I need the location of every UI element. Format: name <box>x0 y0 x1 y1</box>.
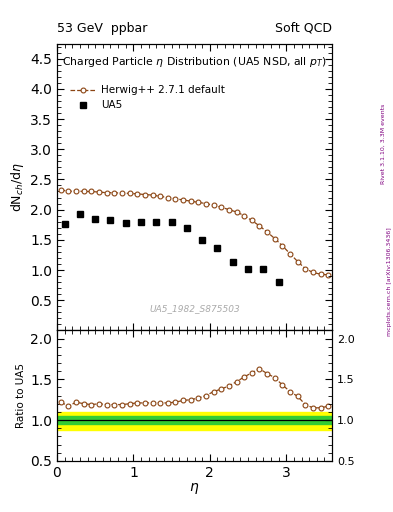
Text: Soft QCD: Soft QCD <box>275 22 332 35</box>
UA5 <box>108 218 113 224</box>
UA5 <box>246 266 250 272</box>
UA5 <box>77 211 82 218</box>
Herwig++ 2.7.1 default <box>143 191 147 198</box>
Herwig++ 2.7.1 default <box>158 193 163 199</box>
Herwig++ 2.7.1 default <box>310 269 315 275</box>
Herwig++ 2.7.1 default <box>66 188 71 195</box>
Line: Herwig++ 2.7.1 default: Herwig++ 2.7.1 default <box>59 187 331 278</box>
Herwig++ 2.7.1 default <box>188 198 193 204</box>
Y-axis label: dN$_{ch}$/d$\eta$: dN$_{ch}$/d$\eta$ <box>9 162 26 212</box>
UA5 <box>230 259 235 265</box>
Herwig++ 2.7.1 default <box>181 197 185 203</box>
Legend: Herwig++ 2.7.1 default, UA5: Herwig++ 2.7.1 default, UA5 <box>68 83 227 113</box>
UA5 <box>123 220 128 226</box>
Text: UA5_1982_S875503: UA5_1982_S875503 <box>149 304 240 313</box>
Herwig++ 2.7.1 default <box>127 190 132 197</box>
Herwig++ 2.7.1 default <box>280 243 285 249</box>
Herwig++ 2.7.1 default <box>165 195 170 201</box>
UA5 <box>62 221 67 227</box>
UA5 <box>276 279 281 285</box>
Herwig++ 2.7.1 default <box>296 259 300 265</box>
UA5 <box>139 219 143 225</box>
X-axis label: $\eta$: $\eta$ <box>189 481 200 496</box>
Text: Rivet 3.1.10, 3.3M events: Rivet 3.1.10, 3.3M events <box>381 103 386 183</box>
UA5 <box>185 225 189 231</box>
Text: 53 GeV  ppbar: 53 GeV ppbar <box>57 22 147 35</box>
UA5 <box>169 219 174 225</box>
UA5 <box>200 237 204 243</box>
UA5 <box>93 216 97 222</box>
UA5 <box>261 266 266 272</box>
Herwig++ 2.7.1 default <box>135 191 140 197</box>
Herwig++ 2.7.1 default <box>303 266 308 272</box>
Herwig++ 2.7.1 default <box>234 209 239 215</box>
Herwig++ 2.7.1 default <box>97 189 101 195</box>
Herwig++ 2.7.1 default <box>204 201 208 207</box>
Herwig++ 2.7.1 default <box>272 236 277 242</box>
Herwig++ 2.7.1 default <box>112 189 117 196</box>
Herwig++ 2.7.1 default <box>257 223 262 229</box>
Herwig++ 2.7.1 default <box>104 189 109 196</box>
UA5 <box>154 219 159 225</box>
Y-axis label: Ratio to UA5: Ratio to UA5 <box>16 363 26 428</box>
Herwig++ 2.7.1 default <box>74 188 79 194</box>
Text: Charged Particle $\eta$ Distribution (UA5 NSD, all $p_T$): Charged Particle $\eta$ Distribution (UA… <box>62 55 327 69</box>
UA5 <box>215 245 220 251</box>
Herwig++ 2.7.1 default <box>326 272 331 278</box>
Herwig++ 2.7.1 default <box>59 186 63 193</box>
Herwig++ 2.7.1 default <box>89 188 94 195</box>
Herwig++ 2.7.1 default <box>211 202 216 208</box>
Herwig++ 2.7.1 default <box>226 206 231 212</box>
Herwig++ 2.7.1 default <box>265 229 270 235</box>
Herwig++ 2.7.1 default <box>288 251 292 257</box>
Herwig++ 2.7.1 default <box>196 199 201 205</box>
Text: mcplots.cern.ch [arXiv:1306.3436]: mcplots.cern.ch [arXiv:1306.3436] <box>387 227 391 336</box>
Herwig++ 2.7.1 default <box>119 190 124 197</box>
Line: UA5: UA5 <box>61 211 282 286</box>
Herwig++ 2.7.1 default <box>318 271 323 278</box>
Herwig++ 2.7.1 default <box>81 188 86 195</box>
Herwig++ 2.7.1 default <box>242 212 246 219</box>
Herwig++ 2.7.1 default <box>250 218 254 224</box>
Herwig++ 2.7.1 default <box>150 192 155 198</box>
Herwig++ 2.7.1 default <box>219 204 224 210</box>
Herwig++ 2.7.1 default <box>173 196 178 202</box>
